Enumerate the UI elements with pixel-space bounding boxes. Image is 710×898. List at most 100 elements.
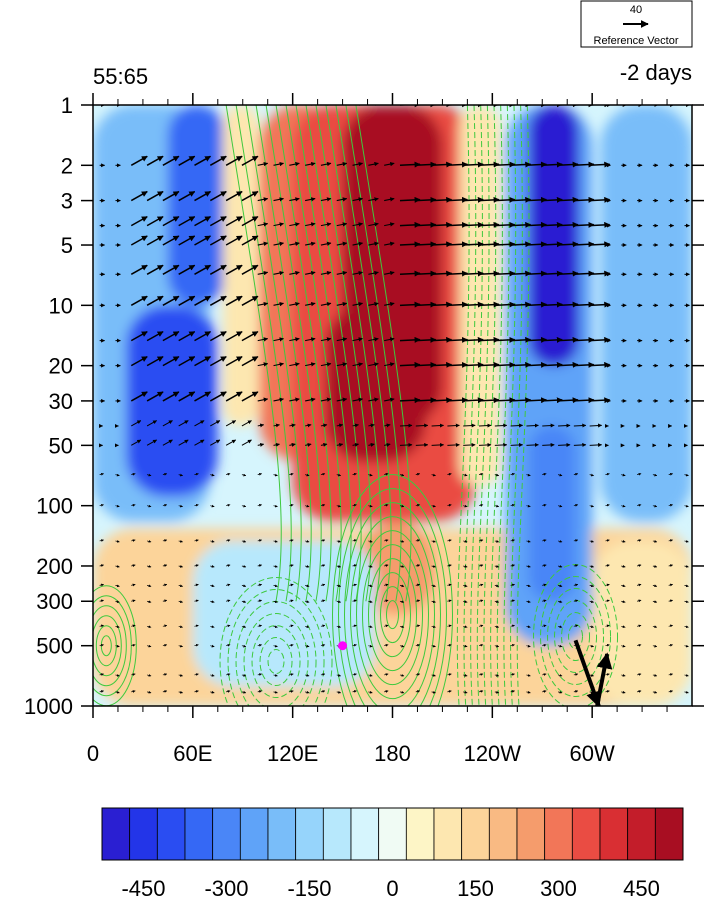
wind-vector: [225, 235, 243, 246]
wind-vector: [162, 105, 165, 106]
wind-vector: [573, 423, 587, 428]
wind-vector: [241, 565, 247, 568]
wind-vector: [558, 161, 579, 168]
contour-line: [251, 625, 301, 699]
wind-vector: [399, 221, 421, 228]
wind-vector: [210, 565, 215, 568]
wind-vector: [668, 503, 673, 507]
wind-vector: [146, 215, 164, 227]
wind-vector: [130, 155, 148, 166]
y-tick-label: 5: [61, 233, 73, 258]
wind-vector: [684, 673, 689, 677]
wind-vector: [637, 503, 642, 507]
wind-vector: [478, 690, 484, 693]
wind-vector: [368, 504, 373, 508]
wind-vector: [399, 644, 405, 648]
anomaly-region: [325, 305, 426, 462]
wind-vector: [194, 330, 212, 342]
colorbar-swatch: [267, 807, 297, 861]
wind-vector: [542, 673, 547, 676]
wind-vector: [146, 190, 164, 202]
anomaly-field: [93, 105, 692, 706]
wind-vector: [384, 539, 389, 542]
wind-vector: [478, 539, 484, 542]
wind-vector: [526, 442, 539, 447]
wind-vector: [589, 336, 611, 343]
wind-vector: [99, 583, 104, 587]
wind-vector: [573, 472, 579, 476]
contour-line: [235, 105, 292, 602]
wind-vector: [621, 690, 626, 694]
wind-vector: [558, 442, 571, 447]
wind-vector: [289, 423, 296, 428]
wind-vector: [131, 503, 136, 507]
wind-vector: [99, 599, 104, 603]
contour-line: [245, 105, 302, 602]
wind-vector: [226, 690, 231, 693]
wind-vector: [320, 442, 328, 447]
wind-vector: [415, 690, 421, 693]
wind-vector: [463, 539, 468, 543]
wind-vector: [558, 361, 579, 368]
wind-vector: [146, 295, 164, 306]
wind-vector: [146, 644, 152, 648]
wind-vector: [131, 472, 136, 476]
wind-vector: [273, 565, 278, 568]
wind-vector: [510, 690, 515, 693]
wind-vector: [415, 301, 437, 308]
wind-vector: [399, 270, 421, 277]
wind-vector: [668, 599, 673, 603]
wind-vector: [526, 270, 548, 277]
wind-vector: [589, 600, 594, 603]
wind-vector: [510, 624, 515, 628]
wind-vector: [162, 539, 168, 542]
wind-vector: [336, 423, 344, 428]
wind-vector: [305, 565, 310, 568]
wind-vector: [399, 539, 405, 543]
wind-vector: [194, 420, 205, 427]
wind-vector: [557, 584, 563, 588]
wind-vector: [510, 673, 515, 676]
reference-vector-value: 40: [630, 4, 642, 16]
wind-vector: [305, 473, 310, 477]
contour-line: [386, 600, 399, 630]
wind-vector: [130, 391, 148, 402]
wind-vector: [99, 673, 104, 676]
wind-vector: [526, 301, 548, 308]
wind-vector: [336, 565, 342, 568]
wind-vector: [684, 690, 689, 694]
contour-line: [219, 577, 333, 706]
wind-vector: [257, 673, 262, 676]
wind-vector: [210, 625, 215, 629]
contour-line: [325, 105, 382, 602]
wind-vector: [494, 565, 500, 568]
wind-vector: [415, 673, 421, 676]
wind-vector: [573, 673, 579, 676]
wind-vector: [415, 583, 421, 587]
wind-vector: [226, 539, 231, 542]
colorbar-label: 0: [386, 876, 398, 898]
wind-vector: [447, 643, 452, 647]
wind-vector: [463, 473, 468, 477]
wind-vector: [510, 564, 515, 567]
colorbar-swatch: [461, 807, 490, 861]
wind-vector: [241, 355, 259, 367]
wind-vector: [558, 221, 579, 228]
wind-vector: [178, 673, 183, 677]
wind-vector: [399, 423, 413, 428]
wind-vector: [273, 690, 278, 694]
wind-vector: [542, 599, 547, 603]
wind-vector: [652, 565, 658, 568]
wind-vector: [558, 301, 579, 308]
wind-vector: [494, 473, 500, 477]
wind-vector: [146, 565, 152, 568]
wind-vector: [463, 241, 484, 248]
wind-vector: [257, 197, 269, 202]
anomaly-region: [592, 540, 692, 706]
wind-vector: [210, 600, 215, 603]
wind-vector: [257, 564, 262, 567]
wind-vector: [573, 639, 602, 706]
wind-vector: [463, 690, 468, 694]
wind-vector: [209, 295, 227, 306]
colorbar-label: 300: [540, 876, 577, 898]
